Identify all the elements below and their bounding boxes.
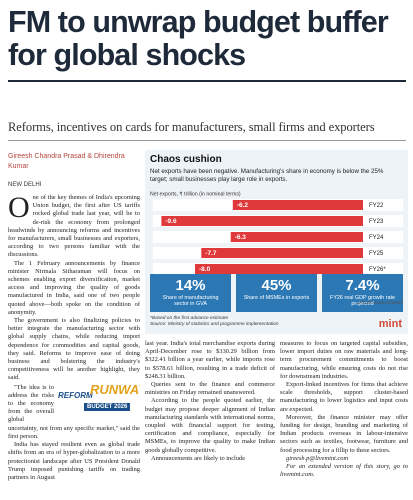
- category-label: FY22: [369, 203, 384, 209]
- value-label: -7.7: [205, 250, 217, 257]
- logo: REFORM RUNWAY BUDGET 2026: [58, 381, 140, 416]
- brand: mint: [378, 318, 402, 330]
- email: gireesh.p@livemint.com: [286, 454, 349, 462]
- column: last year. India's total merchandise exp…: [145, 340, 275, 498]
- paragraph: Moreover, the finance minister may offer…: [280, 413, 408, 454]
- bar: [161, 216, 363, 226]
- byline: Gireesh Chandra Prasad & Dhirendra Kumar: [8, 153, 125, 170]
- category-label: FY23: [369, 219, 384, 225]
- value-label: -6.3: [235, 234, 247, 241]
- stat-box: 14% Share of manufacturing sector in GVA: [150, 274, 231, 312]
- rule: [8, 140, 406, 141]
- chart-notes: *Based on the first advance estimate Sou…: [150, 316, 279, 328]
- footnote: *Based on the first advance estimate: [150, 316, 229, 321]
- column: measures to focus on targeted capital su…: [280, 340, 408, 498]
- stat-box: 45% Share of MSMEs in exports: [236, 274, 317, 312]
- paragraph: "The idea is to address the risks to the…: [8, 383, 140, 440]
- source: Source: Ministry of statistics and progr…: [150, 322, 279, 327]
- stat-box: 7.4% FY26 real GDP growth rate projected: [322, 274, 403, 312]
- paragraph: last year. India's total merchandise exp…: [145, 340, 275, 380]
- paragraph: The government is also finalizing polici…: [8, 317, 140, 382]
- value-label: -8.0: [199, 266, 211, 273]
- bar-chart: Net exports, ₹ trillion (in nominal term…: [150, 191, 403, 274]
- value-label: -6.2: [237, 202, 249, 209]
- stat-value: 7.4%: [345, 277, 380, 294]
- paragraph: India has stayed resilient even as globa…: [8, 441, 140, 481]
- axis-label: Net exports, ₹ trillion (in nominal term…: [150, 191, 241, 197]
- headline: FM to unwrap budget buffer for global sh…: [8, 5, 389, 72]
- stat-label: FY26 real GDP growth rate projected: [330, 295, 395, 308]
- stat-value: 45%: [261, 277, 292, 294]
- category-label: FY26*: [369, 267, 386, 273]
- chart-subtitle: Net exports have been negative. Manufact…: [150, 168, 384, 183]
- logo-text: BUDGET 2026: [84, 402, 131, 411]
- subheadline: Reforms, incentives on cards for manufac…: [8, 120, 375, 134]
- stat-label: Share of MSMEs in exports: [243, 295, 310, 301]
- paragraph: ne of the key themes of India's upcoming…: [8, 194, 140, 259]
- paragraph: The 1 February announcements by finance …: [8, 259, 140, 316]
- bar: [232, 200, 363, 210]
- category-label: FY24: [369, 235, 384, 241]
- category-label: FY25: [369, 251, 384, 257]
- paragraph: Announcements are likely to include: [151, 454, 246, 462]
- logo-text: REFORM: [58, 390, 93, 400]
- credit: SATISH KUMAR/MINT: [356, 300, 403, 305]
- stat-value: 14%: [175, 277, 206, 294]
- logo-text: RUNWAY: [90, 381, 140, 397]
- bar: [230, 232, 363, 242]
- more-link: For an extended version of this story, g…: [280, 463, 408, 479]
- bar: [201, 248, 363, 258]
- stat-label: Share of manufacturing sector in GVA: [162, 295, 219, 308]
- bar: [195, 264, 363, 274]
- dateline: NEW DELHI: [8, 182, 42, 188]
- paragraph: According to the people quoted earlier, …: [145, 397, 275, 454]
- chart-box: Chaos cushion Net exports have been nega…: [145, 150, 408, 334]
- chart-title: Chaos cushion: [150, 154, 222, 165]
- rule: [8, 80, 406, 82]
- paragraph: measures to focus on targeted capital su…: [280, 340, 408, 380]
- paragraph: Export-linked incentives for firms that …: [280, 381, 408, 413]
- paragraph: Queries sent to the finance and commerce…: [145, 381, 275, 397]
- drop-cap: O: [8, 194, 30, 224]
- value-label: -9.6: [165, 218, 177, 225]
